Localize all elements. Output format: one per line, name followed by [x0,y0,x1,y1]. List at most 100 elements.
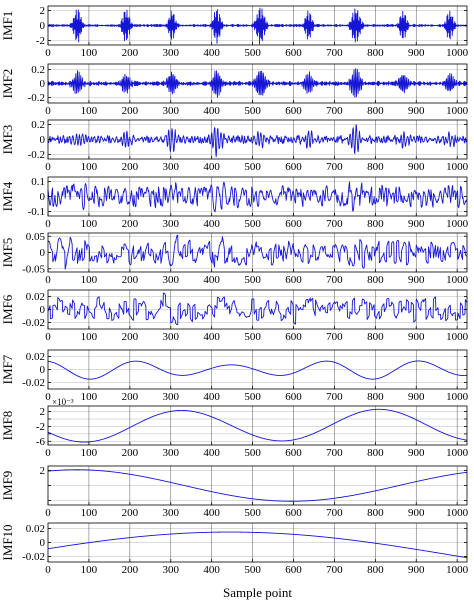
y-tick-label: -0.2 [28,149,45,161]
x-tick-label: 900 [408,105,425,117]
x-tick-label: 400 [203,564,220,576]
x-tick-label: 800 [367,161,384,173]
x-tick-label: 900 [408,447,425,459]
x-tick-label: 500 [244,47,261,59]
x-tick-label: 300 [163,218,180,230]
x-tick-label: 400 [203,218,220,230]
x-tick-label: 800 [367,507,384,519]
x-tick-label: 500 [244,564,261,576]
y-tick-label: 0 [40,304,46,316]
imf-signal-line [47,68,468,98]
x-tick-label: 900 [408,507,425,519]
x-tick-label: 600 [285,447,302,459]
imf-signal-line [47,531,468,559]
x-tick-label: 1000 [446,274,469,286]
x-tick-label: 0 [45,47,51,59]
x-tick-label: 1000 [446,161,469,173]
imf-panel-4: -0.100.10 100 200 300 400 500 600 700 800 900 1000… [0,176,469,230]
x-tick-label: 800 [367,447,384,459]
x-tick-label: 800 [367,47,384,59]
x-tick-label: 600 [285,47,302,59]
x-tick-label: 700 [326,391,343,403]
x-tick-label: 200 [122,447,139,459]
x-tick-label: 200 [122,161,139,173]
x-tick-label: 600 [285,274,302,286]
x-tick-label: 100 [81,47,98,59]
x-tick-label: 200 [122,507,139,519]
y-tick-label: 0.05 [26,231,46,243]
x-tick-label: 300 [163,447,180,459]
y-tick-label: -0.02 [22,317,45,329]
panel-ylabel: IMF4 [0,181,15,211]
x-tick-label: 700 [326,564,343,576]
imf-panel-2: -0.200.20 100 200 300 400 500 600 700 800 900 1000… [0,63,469,117]
panel-ylabel: IMF7 [0,354,15,384]
x-tick-label: 900 [408,274,425,286]
imf-signal-line [47,234,468,270]
x-tick-label: 0 [45,105,51,117]
x-tick-label: 1000 [446,331,469,343]
x-tick-label: 600 [285,218,302,230]
x-tick-label: 700 [326,274,343,286]
x-tick-label: 0 [45,274,51,286]
x-tick-label: 600 [285,564,302,576]
y-tick-label: 2 [40,406,46,418]
panel-ylabel: IMF6 [0,294,15,324]
x-tick-label: 900 [408,218,425,230]
x-tick-label: 600 [285,105,302,117]
x-tick-label: 0 [45,331,51,343]
x-tick-label: 400 [203,47,220,59]
y-tick-label: -6 [36,436,46,448]
y-tick-label: 0 [40,191,46,203]
x-tick-label: 300 [163,47,180,59]
imf-signal-line [47,469,468,502]
x-tick-label: 300 [163,564,180,576]
imf-signal-line [47,124,468,158]
x-tick-label: 800 [367,331,384,343]
panel-ylabel: IMF3 [0,125,15,155]
x-tick-label: 0 [45,507,51,519]
x-tick-label: 400 [203,105,220,117]
x-tick-label: 1000 [446,564,469,576]
panel-ylabel: IMF2 [0,69,15,99]
x-tick-label: 600 [285,161,302,173]
x-tick-label: 700 [326,507,343,519]
x-tick-label: 800 [367,564,384,576]
y-tick-label: 0.2 [31,64,45,76]
imf-signal-line [47,292,468,325]
y-tick-label: 0 [40,537,46,549]
imf-panel-3: -0.200.20 100 200 300 400 500 600 700 800 900 1000… [0,119,469,173]
exponent-label: ×10⁻³ [52,397,74,407]
x-tick-label: 1000 [446,105,469,117]
panel-ylabel: IMF8 [0,411,15,441]
x-tick-label: 500 [244,161,261,173]
x-tick-label: 700 [326,447,343,459]
y-tick-label: -0.02 [22,377,45,389]
x-tick-label: 500 [244,105,261,117]
x-tick-label: 600 [285,507,302,519]
y-tick-label: 0.2 [31,119,45,131]
x-tick-label: 800 [367,274,384,286]
x-tick-label: 200 [122,274,139,286]
x-tick-label: 400 [203,447,220,459]
x-tick-label: 900 [408,564,425,576]
x-tick-label: 700 [326,331,343,343]
x-tick-label: 200 [122,331,139,343]
x-tick-label: 400 [203,331,220,343]
y-tick-label: -0.2 [28,92,45,104]
x-tick-label: 0 [45,391,51,403]
y-tick-label: 0.02 [26,523,45,535]
y-tick-label: 0 [40,20,46,32]
x-tick-label: 400 [203,391,220,403]
x-tick-label: 300 [163,391,180,403]
plot-frame [47,405,468,446]
x-tick-label: 200 [122,564,139,576]
x-tick-label: 900 [408,47,425,59]
x-tick-label: 400 [203,507,220,519]
imf-signal-line [47,181,468,213]
x-tick-label: 1000 [446,507,469,519]
x-tick-label: 200 [122,218,139,230]
